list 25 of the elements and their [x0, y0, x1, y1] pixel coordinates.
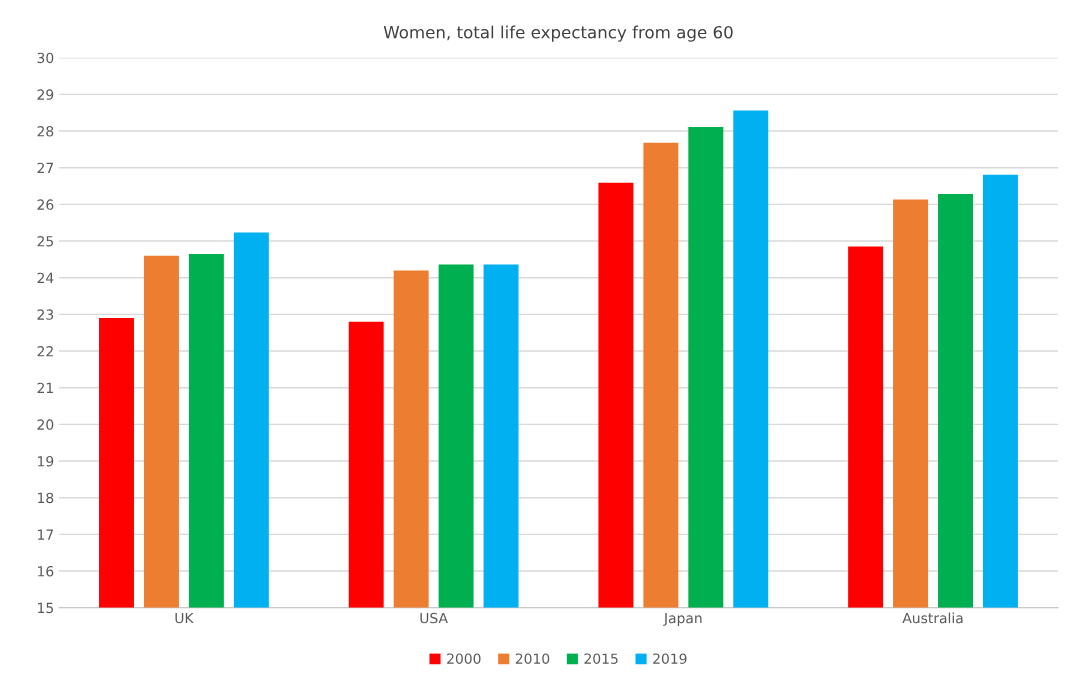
- y-tick-label: 16: [38, 566, 54, 577]
- y-tick-label: 17: [38, 529, 54, 540]
- y-tick-label: 28: [37, 126, 54, 137]
- x-tick-label: USA: [420, 612, 448, 624]
- y-tick-label: 15: [38, 602, 53, 614]
- y-tick-label: 27: [37, 162, 54, 173]
- legend-label: 2000: [447, 653, 481, 664]
- y-tick-label: 24: [37, 272, 54, 283]
- y-tick-label: 21: [37, 382, 53, 393]
- legend-label: 2019: [653, 653, 687, 664]
- y-tick-label: 26: [37, 199, 54, 210]
- y-tick-label: 20: [37, 419, 54, 430]
- legend-label: 2015: [584, 653, 618, 664]
- y-tick-label: 19: [38, 456, 54, 467]
- y-tick-label: 30: [37, 52, 54, 64]
- legend-label: 2010: [515, 653, 550, 664]
- y-tick-label: 25: [37, 236, 53, 247]
- x-tick-label: Japan: [663, 612, 702, 627]
- y-tick-label: 29: [37, 89, 54, 100]
- y-tick-label: 22: [37, 346, 53, 357]
- x-tick-label: UK: [175, 612, 194, 624]
- y-tick-label: 23: [37, 309, 54, 320]
- y-tick-label: 18: [38, 492, 54, 504]
- chart-title: Women, total life expectancy from age 60: [383, 25, 733, 42]
- x-tick-label: Australia: [902, 612, 963, 624]
